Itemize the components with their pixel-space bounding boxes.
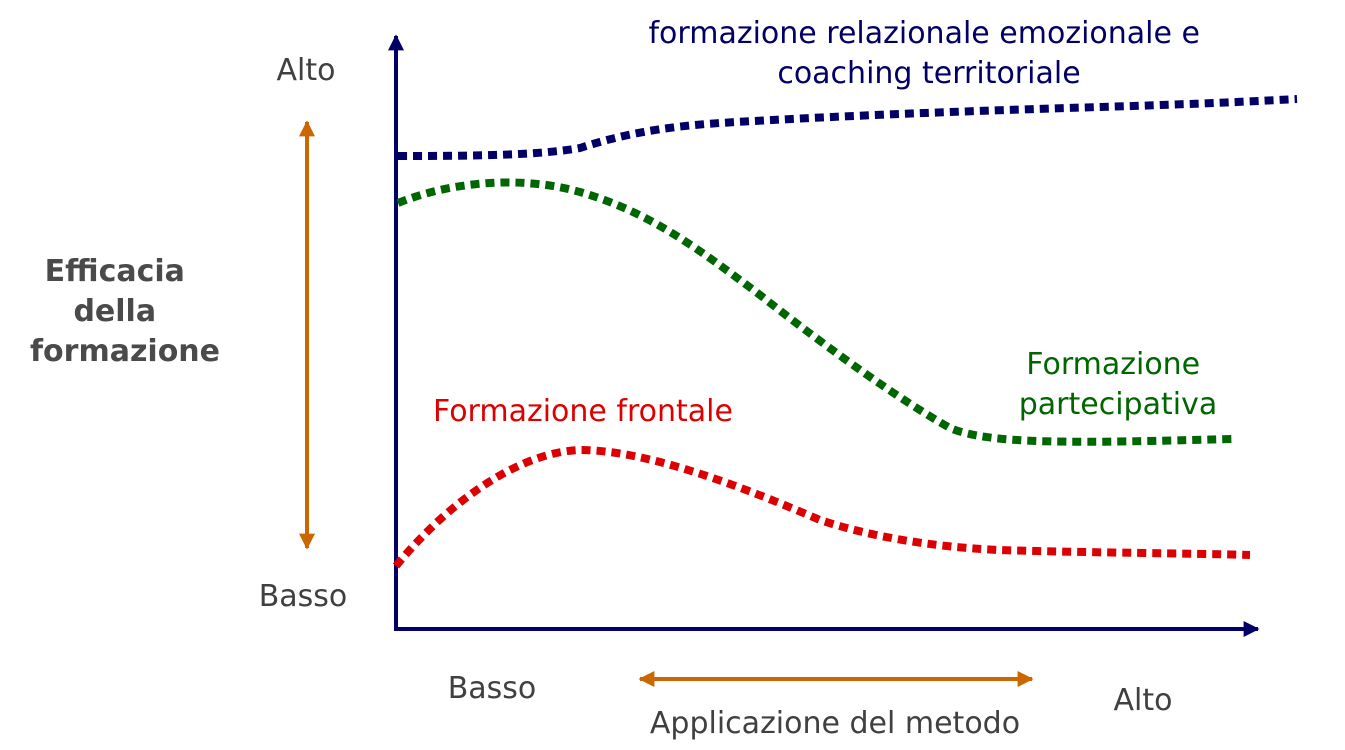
label-frontale: Formazione frontale <box>433 394 733 429</box>
curve-relazionale <box>397 95 1298 160</box>
curve-partecipativa <box>396 178 1233 446</box>
x-axis-high-label: Alto <box>1114 683 1173 718</box>
x-axis-title: Applicazione del metodo <box>650 706 1020 741</box>
curve-frontale <box>392 445 1251 569</box>
label-partecipativa: Formazione partecipativa <box>1019 347 1217 422</box>
x-axis-low-label: Basso <box>448 671 537 706</box>
y-axis-high-label: Alto <box>277 53 336 88</box>
label-relazionale: formazione relazionale emozionale e coac… <box>649 16 1210 91</box>
y-axis-low-label: Basso <box>259 579 348 614</box>
y-axis-title: Efficacia della formazione <box>30 254 220 369</box>
